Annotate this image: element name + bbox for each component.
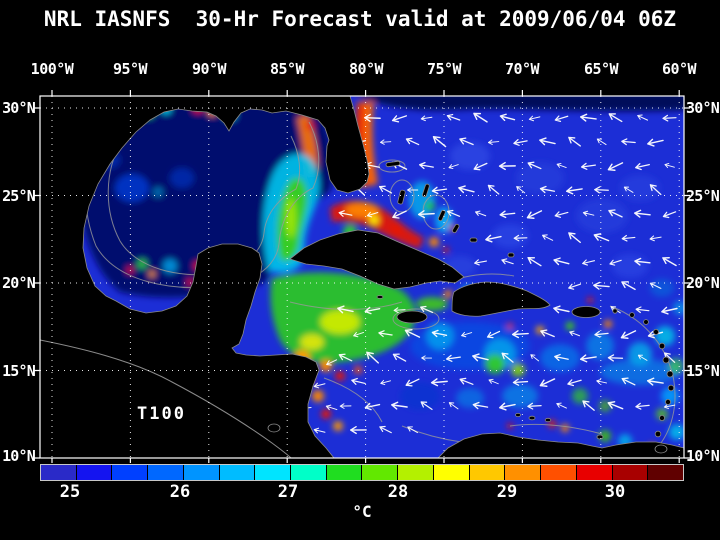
x-tick-100w: 100°W: [30, 60, 74, 78]
colorbar-segment: [183, 465, 219, 480]
land-puerto-rico: [571, 306, 601, 318]
colorbar-segment: [648, 465, 683, 480]
pacific-coastline: [40, 339, 292, 458]
colorbar-tick-28: 28: [387, 482, 409, 502]
colorbar-segment: [469, 465, 505, 480]
colorbar-tick-30: 30: [604, 482, 626, 502]
land-hispaniola: [451, 281, 551, 317]
grid-layer: [40, 96, 684, 458]
x-tick-75w: 75°W: [426, 60, 462, 78]
x-tick-65w: 65°W: [583, 60, 619, 78]
land-jamaica: [396, 310, 428, 324]
colorbar-segment: [41, 465, 76, 480]
colorbar: [40, 464, 684, 481]
axis-ticks-right: [684, 107, 690, 459]
map-plot: T100: [34, 90, 690, 463]
colorbar-segment: [433, 465, 469, 480]
y-tick-left-10n: 10°N: [2, 447, 36, 465]
colorbar-segment: [219, 465, 255, 480]
map-canvas: [34, 90, 690, 463]
x-tick-85w: 85°W: [269, 60, 305, 78]
colorbar-tick-26: 26: [169, 482, 191, 502]
colorbar-segment: [398, 465, 433, 480]
depth-annotation: T100: [137, 404, 186, 424]
y-tick-left-25n: 25°N: [2, 186, 36, 205]
x-tick-80w: 80°W: [348, 60, 384, 78]
page-title: NRL IASNFS 30-Hr Forecast valid at 2009/…: [43, 7, 677, 31]
colorbar-tick-29: 29: [496, 482, 518, 502]
colorbar-segment: [148, 465, 183, 480]
land-layer: [40, 96, 684, 458]
land-lesser-antilles: [515, 308, 675, 454]
y-tick-right-10n: 10°N: [686, 447, 720, 465]
y-tick-right-15n: 15°N: [686, 361, 720, 380]
colorbar-segment: [576, 465, 612, 480]
colorbar-unit: °C: [352, 502, 372, 521]
land-south-america: [437, 432, 684, 458]
colorbar-segment: [76, 465, 112, 480]
land-cayman: [376, 295, 384, 299]
x-tick-95w: 95°W: [112, 60, 148, 78]
y-tick-left-15n: 15°N: [2, 361, 36, 380]
y-tick-left-30n: 30°N: [2, 99, 36, 117]
y-tick-right-25n: 25°N: [686, 186, 720, 205]
colorbar-tick-25: 25: [59, 482, 81, 502]
land-bahamas: [385, 160, 515, 258]
x-tick-70w: 70°W: [504, 60, 540, 78]
map-frame: [34, 90, 690, 463]
x-tick-90w: 90°W: [191, 60, 227, 78]
colorbar-segment: [541, 465, 576, 480]
y-tick-left-20n: 20°N: [2, 274, 36, 292]
land-north-central-america: [40, 96, 370, 458]
colorbar-segment: [291, 465, 326, 480]
y-tick-right-20n: 20°N: [686, 274, 720, 292]
y-tick-right-30n: 30°N: [686, 99, 720, 117]
lake-nicaragua-outline: [267, 423, 281, 433]
colorbar-segment: [326, 465, 362, 480]
colorbar-segment: [362, 465, 398, 480]
current-vectors: [235, 112, 678, 435]
axis-ticks-bottom: [51, 458, 680, 463]
axis-ticks-top: [51, 90, 680, 96]
colorbar-tick-27: 27: [277, 482, 299, 502]
land-cuba: [289, 229, 465, 290]
colorbar-segment: [255, 465, 291, 480]
axis-ticks-left: [34, 107, 40, 459]
x-tick-60w: 60°W: [661, 60, 697, 78]
colorbar-segment: [505, 465, 541, 480]
colorbar-segment: [612, 465, 648, 480]
colorbar-segment: [112, 465, 148, 480]
